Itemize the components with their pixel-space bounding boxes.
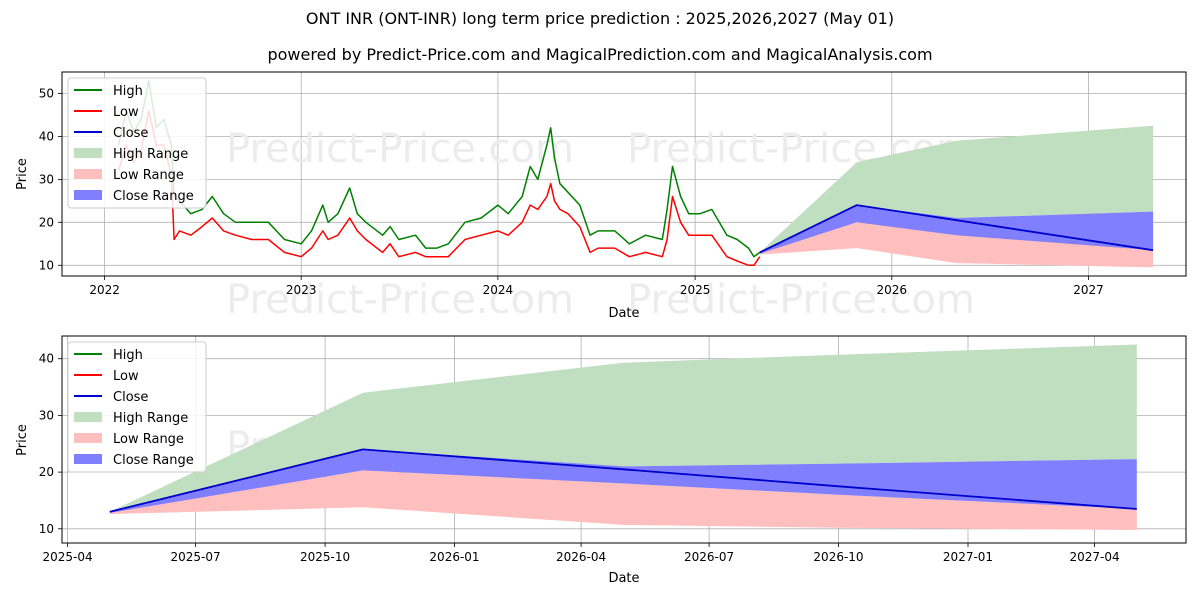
x-tick-label: 2026 — [877, 283, 908, 297]
x-tick-label: 2026-04 — [556, 550, 606, 564]
bottom-x-axis-label: Date — [608, 571, 639, 586]
y-tick-label: 20 — [39, 465, 54, 479]
x-tick-label: 2025-04 — [43, 550, 93, 564]
x-tick-label: 2025-07 — [171, 550, 221, 564]
x-tick-label: 2024 — [483, 283, 514, 297]
bottom-y-ticks: 10 20 30 40 — [39, 352, 62, 536]
top-watermark-3: Predict-Price.com — [226, 277, 574, 323]
bottom-plot-frame — [61, 335, 1187, 544]
legend-label: Low Range — [113, 168, 184, 183]
legend-label: Close — [113, 126, 148, 141]
legend-patch-swatch — [74, 412, 102, 422]
top-plot-frame — [61, 71, 1187, 277]
legend-label: Low — [113, 369, 139, 384]
legend-box — [67, 341, 207, 473]
legend-patch-swatch — [74, 190, 102, 200]
y-tick-label: 10 — [39, 522, 54, 536]
top-watermark-1: Predict-Price.com — [226, 126, 574, 172]
top-range-areas — [759, 125, 1154, 268]
low-range-area — [109, 470, 1137, 530]
y-tick-label: 20 — [39, 215, 54, 229]
legend-patch-swatch — [74, 169, 102, 179]
top-chart: Predict-Price.com Predict-Price.com Pred… — [15, 71, 1187, 323]
y-tick-label: 40 — [39, 352, 54, 366]
legend-patch-swatch — [74, 454, 102, 464]
bottom-chart: Predict-Price.com Predict-Price.com 2025… — [15, 335, 1187, 586]
top-y-axis-label: Price — [15, 158, 30, 190]
y-tick-label: 30 — [39, 172, 54, 186]
x-tick-label: 2023 — [286, 283, 317, 297]
bottom-legend: High Low Close High Range Low Range Close Ran… — [67, 341, 207, 473]
legend-box — [67, 77, 207, 209]
close-range-area — [109, 449, 1137, 513]
legend-label: High Range — [113, 147, 188, 162]
close-forecast-line — [109, 448, 1137, 513]
legend-patch-swatch — [74, 433, 102, 443]
x-tick-label: 2026-01 — [429, 550, 479, 564]
top-x-axis-label: Date — [608, 306, 639, 321]
legend-patch-swatch — [74, 148, 102, 158]
low-range-area — [759, 220, 1154, 268]
top-y-ticks: 10 20 30 40 50 — [39, 87, 62, 272]
bottom-series-lines — [109, 448, 1137, 513]
low-series-line — [117, 109, 761, 267]
close-forecast-line — [759, 204, 1154, 254]
x-tick-label: 2025-10 — [300, 550, 350, 564]
top-legend: High Low Close High Range Low Range Close Ran… — [67, 77, 207, 209]
bottom-range-areas — [109, 344, 1137, 530]
x-tick-label: 2025 — [680, 283, 711, 297]
legend-label: Close Range — [113, 453, 194, 468]
y-tick-label: 10 — [39, 258, 54, 272]
x-tick-label: 2027-01 — [943, 550, 993, 564]
x-tick-label: 2022 — [89, 283, 120, 297]
legend-label: Low Range — [113, 432, 184, 447]
x-tick-label: 2026-07 — [684, 550, 734, 564]
legend-label: Low — [113, 105, 139, 120]
high-range-area — [109, 344, 1137, 512]
top-series-lines — [117, 79, 1154, 267]
x-tick-label: 2027-04 — [1070, 550, 1120, 564]
y-tick-label: 40 — [39, 129, 54, 143]
legend-label: Close Range — [113, 189, 194, 204]
chart-title: ONT INR (ONT-INR) long term price predic… — [305, 9, 895, 28]
high-series-line — [117, 79, 761, 258]
x-tick-label: 2027 — [1073, 283, 1104, 297]
bottom-y-axis-label: Price — [15, 424, 30, 456]
y-tick-label: 30 — [39, 408, 54, 422]
close-range-area — [759, 205, 1154, 254]
legend-label: High — [113, 348, 143, 363]
legend-label: High Range — [113, 411, 188, 426]
x-tick-label: 2026-10 — [813, 550, 863, 564]
y-tick-label: 50 — [39, 87, 54, 101]
bottom-x-ticks: 2025-04 2025-07 2025-10 2026-01 2026-04 2026-… — [43, 543, 1120, 564]
top-watermark-4: Predict-Price.com — [627, 277, 975, 323]
top-x-ticks: 2022 2023 2024 2025 2026 2027 — [89, 276, 1104, 297]
legend-label: Close — [113, 390, 148, 405]
legend-label: High — [113, 84, 143, 99]
chart-subtitle: powered by Predict-Price.com and Magical… — [267, 45, 933, 64]
